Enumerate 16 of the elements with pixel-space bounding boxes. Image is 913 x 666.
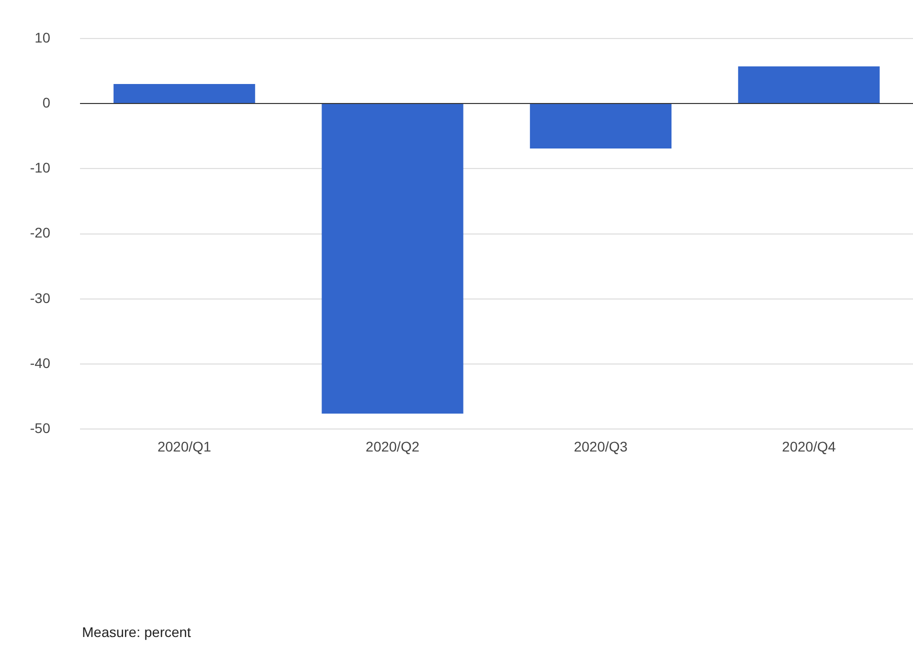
x-tick-label: 2020/Q1 (157, 438, 212, 454)
y-tick-label: -40 (30, 354, 50, 371)
x-tick-label: 2020/Q2 (366, 438, 420, 454)
y-tick-label: -50 (30, 420, 50, 436)
bar (322, 104, 464, 414)
bar (530, 104, 672, 148)
x-tick-label: 2020/Q4 (782, 438, 836, 454)
bar (114, 84, 256, 104)
y-tick-label: -30 (30, 290, 50, 306)
text: Measure: percent (82, 624, 192, 640)
x-tick-label: 2020/Q3 (574, 438, 628, 454)
bar (738, 66, 880, 104)
y-tick-label: -20 (30, 224, 50, 241)
y-tick-label: -10 (30, 160, 50, 176)
y-tick-label: 0 (42, 94, 50, 110)
y-tick-label: 10 (34, 29, 50, 46)
